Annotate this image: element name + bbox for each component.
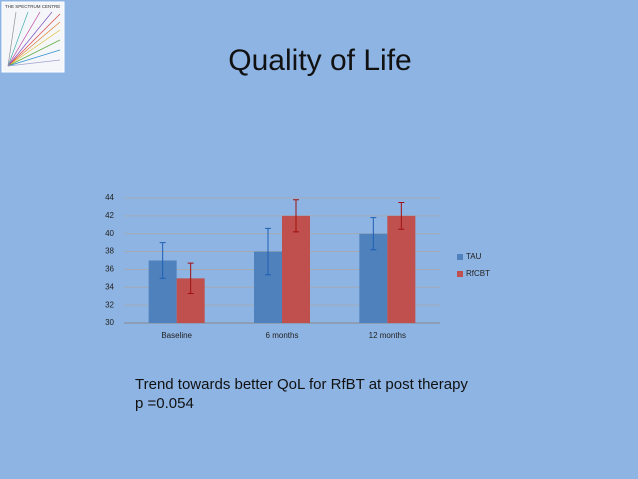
bar xyxy=(387,215,416,323)
error-bar xyxy=(398,201,405,230)
logo-rays xyxy=(7,11,61,67)
x-tick-label: 6 months xyxy=(266,331,299,340)
error-bar xyxy=(370,217,377,251)
x-tick-label: Baseline xyxy=(161,331,192,340)
y-tick-label: 34 xyxy=(105,282,114,291)
error-bar xyxy=(293,199,299,233)
chart-title: Quality of Life xyxy=(228,44,411,77)
annotation: p =0.054 xyxy=(135,395,194,412)
y-tick-label: 36 xyxy=(105,265,114,274)
y-tick-label: 40 xyxy=(105,229,114,238)
legend-label: TAU xyxy=(466,252,482,261)
x-tick-label: 12 months xyxy=(369,331,406,340)
error-bar xyxy=(265,227,271,276)
y-tick-label: 32 xyxy=(105,300,114,309)
error-bar xyxy=(159,242,166,279)
logo: THE SPECTRUM CENTRE xyxy=(1,1,65,73)
y-tick-label: 42 xyxy=(105,211,114,220)
error-bar xyxy=(187,262,194,295)
y-tick-label: 38 xyxy=(105,247,114,256)
legend-label: RfCBT xyxy=(466,269,490,278)
bar xyxy=(282,215,310,323)
y-tick-label: 44 xyxy=(105,193,114,202)
annotation: Trend towards better QoL for RfBT at pos… xyxy=(135,376,468,393)
y-tick-label: 30 xyxy=(105,318,114,327)
logo-text: THE SPECTRUM CENTRE xyxy=(5,4,60,9)
legend-swatch xyxy=(457,271,463,277)
legend-swatch xyxy=(457,254,463,260)
